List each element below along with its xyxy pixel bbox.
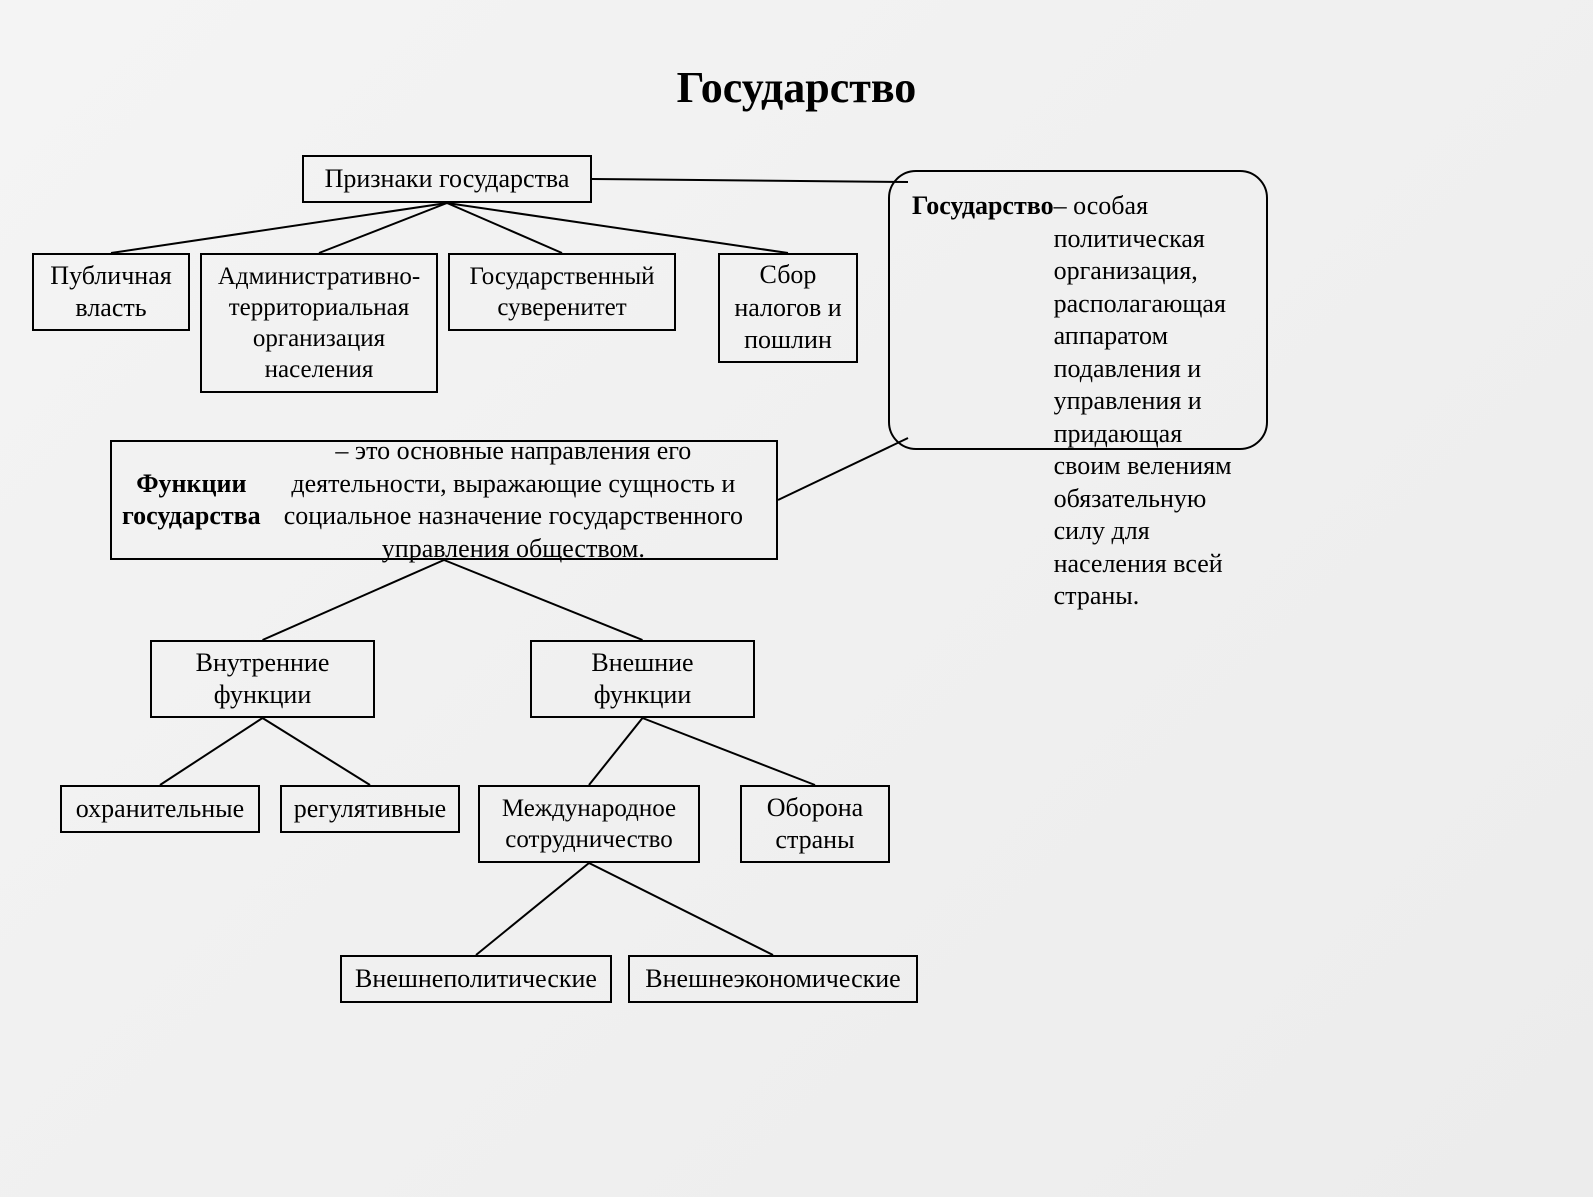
node-foreign-political: Внешнеполитические (340, 955, 612, 1003)
node-tax-collection: Сбор налогов и пошлин (718, 253, 858, 363)
node-definition: Государство – особая политическая органи… (888, 170, 1268, 450)
node-external-functions: Внешние функции (530, 640, 755, 718)
node-foreign-economic: Внешнеэкономические (628, 955, 918, 1003)
diagram-title: Государство (0, 62, 1593, 113)
node-state-sovereignty: Государственный суверенитет (448, 253, 676, 331)
node-administrative-territorial: Административно-территориальная организа… (200, 253, 438, 393)
node-protective: охранительные (60, 785, 260, 833)
node-state-functions: Функции государства – это основные напра… (110, 440, 778, 560)
node-country-defense: Оборона страны (740, 785, 890, 863)
node-signs-of-state: Признаки государства (302, 155, 592, 203)
node-internal-functions: Внутренние функции (150, 640, 375, 718)
node-public-authority: Публичная власть (32, 253, 190, 331)
node-international-cooperation: Международное сотрудничество (478, 785, 700, 863)
diagram-edges (0, 0, 1593, 1197)
node-regulatory: регулятивные (280, 785, 460, 833)
